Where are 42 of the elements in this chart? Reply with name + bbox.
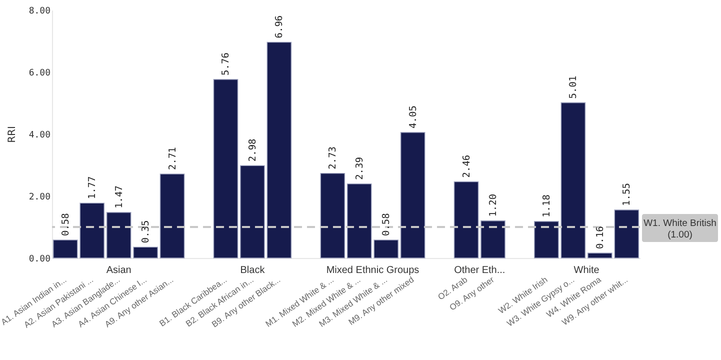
- data-label: 1.18: [541, 194, 552, 218]
- bar: [454, 181, 479, 258]
- y-tick-label: 2.00: [28, 192, 50, 202]
- text: Mixed Ethnic Groups: [326, 265, 420, 276]
- bar: [560, 102, 586, 258]
- bar: [480, 220, 506, 258]
- data-label: 1.47: [114, 186, 125, 208]
- bar: [160, 174, 185, 258]
- bar: [213, 79, 238, 258]
- text: Asian: [106, 265, 132, 276]
- data-label: 0.58: [60, 212, 72, 236]
- bar: [133, 246, 158, 258]
- data-label: 0.16: [594, 226, 606, 250]
- y-tick-label: 6.00: [28, 68, 50, 78]
- data-label: 2.71: [167, 146, 178, 170]
- data-label: 6.96: [274, 15, 286, 38]
- data-label: 0.58: [381, 212, 392, 236]
- data-label: 5.01: [568, 76, 580, 99]
- text: Other Eth...: [454, 265, 506, 276]
- y-axis-title: RRI: [6, 126, 18, 143]
- bar: [400, 132, 426, 258]
- data-label: 2.39: [354, 156, 366, 180]
- data-label: 2.46: [461, 154, 472, 178]
- ref-line-label: W1. White British (1.00): [644, 218, 716, 240]
- data-label: 1.77: [87, 176, 98, 200]
- text: Black: [240, 265, 266, 276]
- bar: [320, 172, 346, 258]
- data-label: 2.73: [328, 146, 339, 170]
- y-tick-label: 4.00: [28, 130, 50, 140]
- data-label: 1.55: [622, 183, 633, 206]
- data-label: 1.20: [488, 194, 499, 217]
- bar: [106, 212, 132, 258]
- text: White: [574, 265, 600, 276]
- bar: [266, 42, 292, 258]
- data-label: 4.05: [408, 106, 419, 128]
- y-tick-label: 0.00: [28, 254, 50, 264]
- data-label: 0.35: [140, 220, 152, 244]
- data-label: 2.98: [247, 138, 258, 162]
- data-label: 5.76: [220, 52, 232, 76]
- y-tick-label: 8.00: [28, 6, 50, 16]
- bar: [534, 221, 559, 258]
- bar: [240, 165, 265, 258]
